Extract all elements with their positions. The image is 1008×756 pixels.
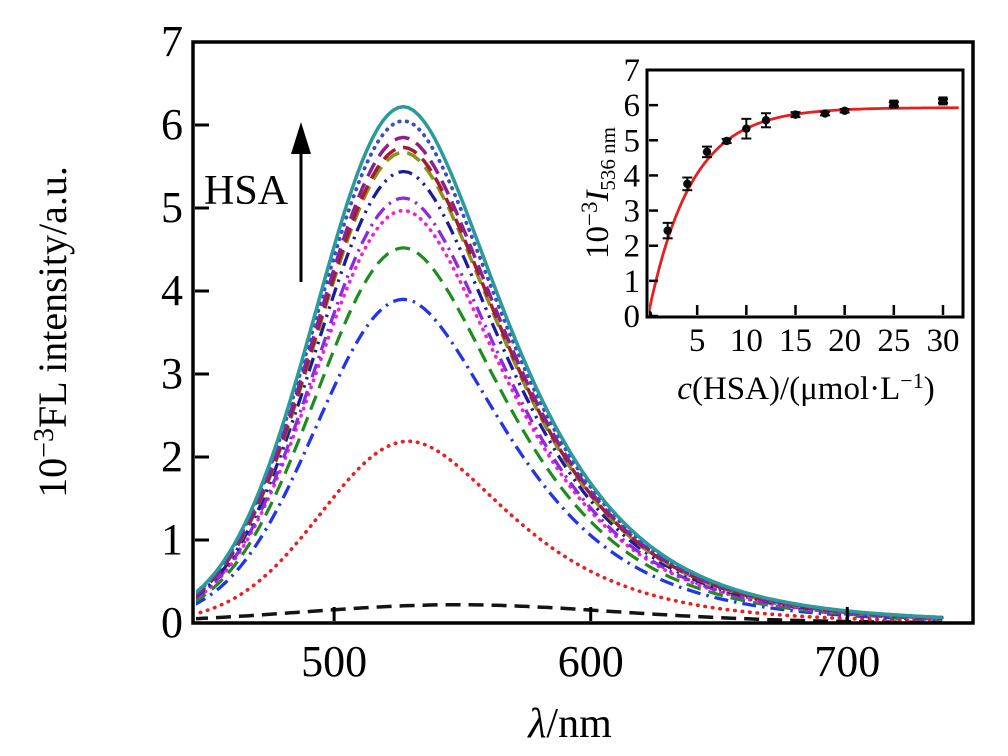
data-point-circle [791, 110, 800, 119]
inset-xlabel-superscript: −1 [900, 368, 923, 393]
inset-y-tick-label-1: 1 [624, 264, 641, 300]
x-tick-label-600: 600 [558, 637, 624, 686]
main-x-axis-label: λ/nm [526, 701, 612, 747]
main-ylabel-rest: FL intensity/a.u. [30, 166, 75, 428]
spectrum-curve-05 [196, 208, 944, 621]
data-point-circle [761, 116, 771, 125]
main-ylabel-superscript: −3 [29, 428, 60, 458]
y-tick-label-0: 0 [161, 598, 183, 647]
data-point-square [889, 99, 899, 109]
main-y-axis-label: 10−3FL intensity/a.u. [29, 166, 75, 498]
inset-y-tick-label-6: 6 [624, 88, 641, 124]
data-point-circle [663, 226, 672, 235]
inset-ylabel-superscript: −3 [577, 202, 602, 226]
inset-y-tick-label-7: 7 [624, 53, 641, 89]
inset-y-axis-label: 10−3I536 nm [577, 127, 620, 259]
y-tick-label-4: 4 [161, 266, 183, 315]
y-tick-label-7: 7 [161, 17, 183, 66]
inset-ylabel-subscript: 536 nm [596, 127, 620, 191]
data-point-circle [840, 106, 849, 115]
x-tick-label-500: 500 [301, 637, 367, 686]
inset-x-tick-label-15: 15 [779, 323, 812, 359]
inset-x-tick-label-30: 30 [927, 323, 960, 359]
inset-x-tick-label-20: 20 [828, 323, 861, 359]
inset-x-tick-label-10: 10 [730, 323, 763, 359]
main-ylabel-base: 10 [30, 458, 75, 498]
inset-y-tick-label-2: 2 [624, 229, 641, 265]
data-point-circle [683, 179, 692, 189]
main-axis-ticks [195, 123, 849, 621]
hsa-increase-arrow [291, 122, 311, 282]
data-point-square [938, 96, 948, 106]
data-point-circle [742, 124, 751, 133]
inset-x-tick-label-5: 5 [689, 323, 706, 359]
inset-axis-ticks [649, 103, 945, 318]
conc-symbol: c [677, 371, 692, 407]
main-plot-frame [191, 40, 975, 625]
lambda-symbol: λ [526, 701, 546, 747]
inset-x-tick-label-25: 25 [877, 323, 910, 359]
inset-x-axis-label: c(HSA)/(μmol·L−1) [677, 368, 934, 407]
fit-curve [649, 106, 959, 315]
main-xlabel-rest: /nm [546, 701, 612, 747]
spectrum-curve-01 [196, 602, 943, 622]
inset-y-tick-label-5: 5 [624, 123, 641, 159]
spectrum-curve-11 [196, 118, 945, 620]
y-tick-label-3: 3 [161, 349, 183, 398]
inset-ylabel-base: 10 [580, 226, 616, 259]
spectrum-curve-02 [196, 439, 944, 622]
x-tick-label-700: 700 [814, 637, 880, 686]
inset-y-tick-label-4: 4 [624, 158, 641, 194]
y-tick-label-2: 2 [161, 432, 183, 481]
y-tick-label-1: 1 [161, 515, 183, 564]
data-point-circle [649, 310, 653, 315]
spectra-curves [196, 104, 945, 622]
spectrum-curve-04 [196, 246, 943, 621]
spectrum-curve-12 [196, 104, 943, 620]
intensity-symbol: I [580, 189, 616, 203]
inset-y-tick-label-0: 0 [624, 299, 641, 335]
inset-frame [645, 68, 965, 319]
y-tick-label-6: 6 [161, 100, 183, 149]
spectrum-curve-07 [196, 169, 943, 620]
inset-xlabel-end: ) [924, 371, 935, 407]
y-tick-label-5: 5 [161, 183, 183, 232]
inset-content [649, 96, 959, 315]
data-point-circle [722, 136, 731, 146]
data-point-circle [820, 109, 830, 118]
inset-xlabel-mid: (HSA)/(μmol·L [692, 371, 900, 407]
arrow-head [291, 122, 311, 154]
inset-y-tick-label-3: 3 [624, 194, 641, 230]
hsa-annotation-label: HSA [204, 168, 289, 214]
data-point-circle [702, 147, 712, 157]
